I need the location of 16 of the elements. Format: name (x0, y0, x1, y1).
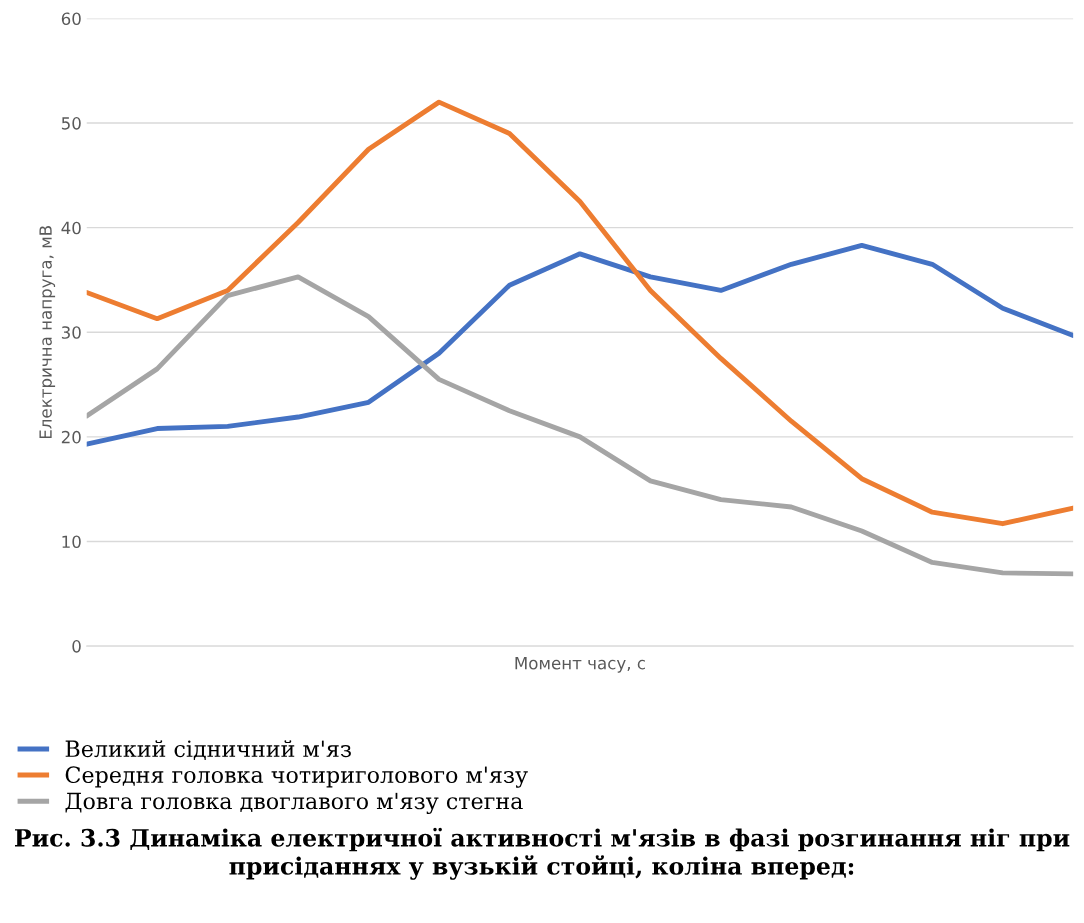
y-tick-label: 0 (72, 640, 81, 653)
text: Рис. 3.3 Динаміка електричної активності м'язів в фазі розгинання ніг при присіданнях у вузькій стойці, коліна вперед: (15, 827, 1070, 880)
y-tick-label: 60 (61, 12, 81, 26)
y-tick-label: 30 (61, 326, 81, 339)
y-tick-label: 50 (61, 117, 81, 130)
line-series (86, 243, 1074, 447)
y-tick-label: 10 (62, 535, 81, 549)
legend-label: Великий сідничний м'яз (65, 740, 351, 760)
line-series (86, 99, 1074, 527)
line-series (86, 274, 1074, 577)
y-tick-label: 20 (61, 430, 81, 444)
y-tick-label: 40 (61, 221, 81, 235)
legend-label: Довга головка двоглавого м'язу стегна (65, 792, 523, 814)
legend-label: Середня головка чотириголового м'язу (65, 766, 528, 788)
x-axis-title: Момент часу, с (515, 657, 645, 673)
y-axis-title: Електрична напруга, мВ (39, 226, 56, 439)
